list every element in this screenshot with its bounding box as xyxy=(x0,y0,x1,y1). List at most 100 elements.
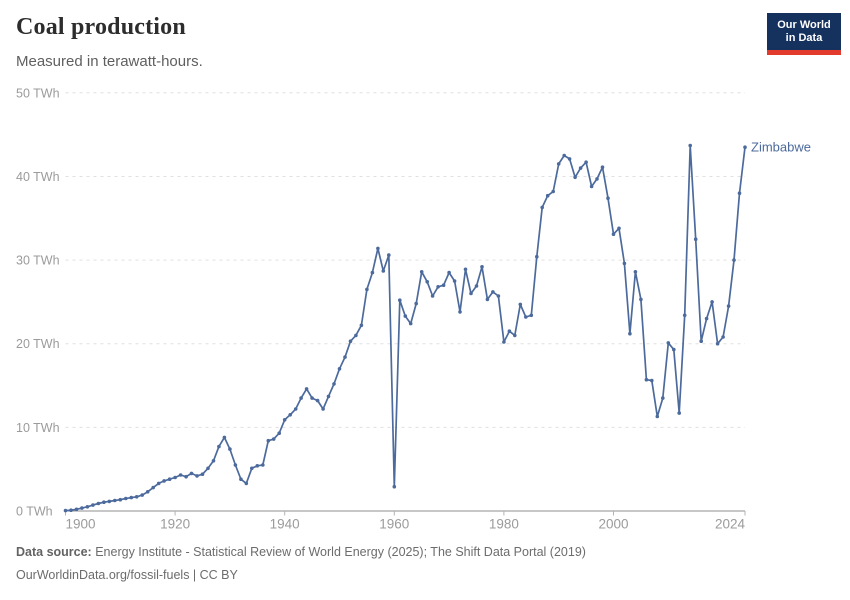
data-point[interactable] xyxy=(743,145,747,149)
data-point[interactable] xyxy=(578,166,583,170)
data-point[interactable] xyxy=(485,297,490,302)
data-point[interactable] xyxy=(403,314,408,318)
data-point[interactable] xyxy=(392,484,397,489)
data-point[interactable] xyxy=(650,378,654,383)
data-point[interactable] xyxy=(156,481,161,486)
data-point[interactable] xyxy=(502,340,506,344)
data-point[interactable] xyxy=(452,279,457,283)
data-point[interactable] xyxy=(573,175,577,180)
data-point[interactable] xyxy=(474,284,479,288)
data-point[interactable] xyxy=(491,290,495,294)
data-point[interactable] xyxy=(672,347,676,352)
data-point[interactable] xyxy=(129,495,134,500)
data-point[interactable] xyxy=(639,297,643,302)
data-point[interactable] xyxy=(167,477,172,482)
data-point[interactable] xyxy=(217,444,221,449)
data-point[interactable] xyxy=(293,407,298,411)
data-point[interactable] xyxy=(600,165,605,169)
data-point[interactable] xyxy=(463,267,468,272)
data-point[interactable] xyxy=(584,160,588,164)
data-point[interactable] xyxy=(387,253,391,257)
data-point[interactable] xyxy=(354,333,358,338)
data-point[interactable] xyxy=(419,270,424,274)
data-point[interactable] xyxy=(496,294,501,298)
data-point[interactable] xyxy=(507,329,512,334)
data-point[interactable] xyxy=(304,387,309,391)
data-point[interactable] xyxy=(693,237,698,241)
data-point[interactable] xyxy=(617,226,621,231)
data-point[interactable] xyxy=(173,475,177,480)
data-point[interactable] xyxy=(277,431,282,436)
data-point[interactable] xyxy=(239,477,243,482)
data-point[interactable] xyxy=(200,472,205,477)
data-point[interactable] xyxy=(408,321,413,326)
data-point[interactable] xyxy=(666,341,671,345)
data-point[interactable] xyxy=(441,283,446,288)
data-point[interactable] xyxy=(74,507,79,512)
data-point[interactable] xyxy=(288,413,293,417)
data-point[interactable] xyxy=(195,474,199,478)
data-point[interactable] xyxy=(682,313,687,318)
data-point[interactable] xyxy=(721,335,725,339)
data-point[interactable] xyxy=(178,473,183,477)
data-point[interactable] xyxy=(107,499,112,504)
data-point[interactable] xyxy=(737,191,742,195)
data-point[interactable] xyxy=(469,291,473,296)
license-line[interactable]: OurWorldinData.org/fossil-fuels | CC BY xyxy=(16,567,238,582)
data-point[interactable] xyxy=(562,153,566,158)
data-point[interactable] xyxy=(332,382,336,386)
data-point[interactable] xyxy=(589,184,594,189)
data-point[interactable] xyxy=(376,246,380,251)
data-point[interactable] xyxy=(398,298,402,303)
data-point[interactable] xyxy=(732,258,736,262)
data-point[interactable] xyxy=(80,506,84,510)
data-point[interactable] xyxy=(113,498,117,503)
data-point[interactable] xyxy=(343,355,347,359)
data-point[interactable] xyxy=(688,143,692,148)
data-point[interactable] xyxy=(726,304,731,308)
data-point[interactable] xyxy=(206,466,210,471)
data-point[interactable] xyxy=(535,254,539,259)
data-point[interactable] xyxy=(124,496,128,501)
data-point[interactable] xyxy=(96,501,101,506)
data-point[interactable] xyxy=(250,466,254,471)
data-point[interactable] xyxy=(261,463,265,467)
data-point[interactable] xyxy=(633,270,638,274)
data-point[interactable] xyxy=(480,265,484,269)
data-point[interactable] xyxy=(184,474,188,479)
data-point[interactable] xyxy=(715,341,720,346)
data-point[interactable] xyxy=(162,479,166,483)
data-point[interactable] xyxy=(370,270,375,275)
data-point[interactable] xyxy=(704,316,709,321)
data-point[interactable] xyxy=(233,463,238,467)
data-point[interactable] xyxy=(315,398,320,403)
data-point[interactable] xyxy=(628,331,632,336)
series-label-zimbabwe[interactable]: Zimbabwe xyxy=(751,140,811,155)
data-point[interactable] xyxy=(348,339,353,344)
data-point[interactable] xyxy=(458,310,462,314)
data-point[interactable] xyxy=(337,367,342,371)
data-point[interactable] xyxy=(134,495,139,499)
data-point[interactable] xyxy=(540,205,544,210)
data-point[interactable] xyxy=(69,508,73,512)
data-point[interactable] xyxy=(365,287,369,292)
data-point[interactable] xyxy=(545,193,550,198)
data-point[interactable] xyxy=(611,232,616,236)
data-point[interactable] xyxy=(622,261,627,266)
data-point[interactable] xyxy=(436,285,440,289)
data-point[interactable] xyxy=(644,377,649,382)
data-point[interactable] xyxy=(271,437,276,441)
data-point[interactable] xyxy=(255,464,260,468)
data-point[interactable] xyxy=(326,394,331,399)
data-point[interactable] xyxy=(556,162,561,166)
data-point[interactable] xyxy=(661,396,665,400)
data-point[interactable] xyxy=(513,333,517,338)
data-point[interactable] xyxy=(266,438,271,443)
data-point[interactable] xyxy=(102,500,106,505)
data-point[interactable] xyxy=(85,505,90,509)
data-point[interactable] xyxy=(118,497,123,502)
data-point[interactable] xyxy=(145,490,150,494)
data-point[interactable] xyxy=(321,407,325,411)
data-point[interactable] xyxy=(518,302,523,307)
